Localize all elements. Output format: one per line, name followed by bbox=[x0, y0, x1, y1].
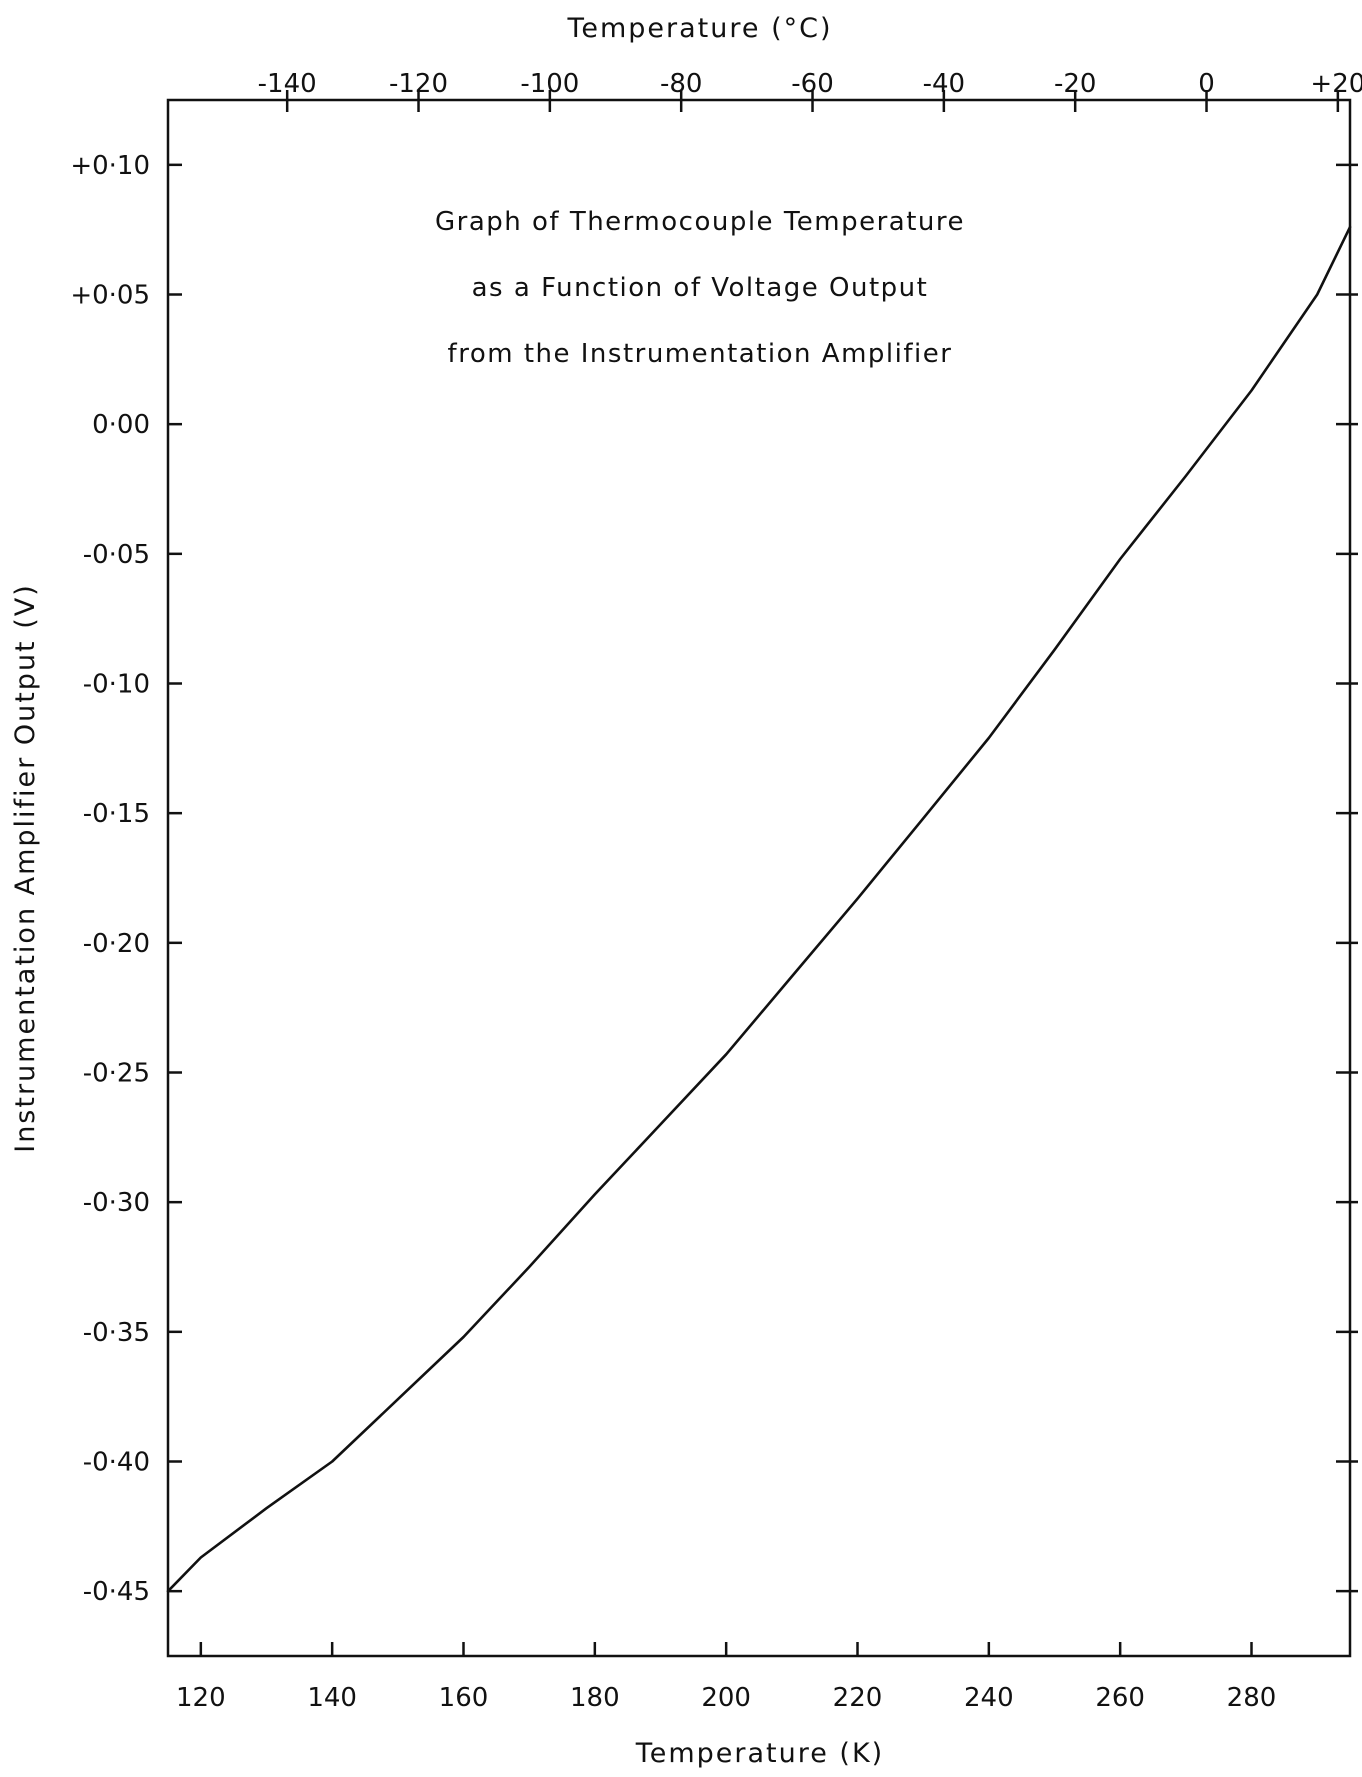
top-x-axis-title: Temperature (°C) bbox=[566, 13, 832, 44]
x-tick-label: 220 bbox=[833, 1683, 883, 1713]
y-tick-label: -0·20 bbox=[83, 929, 150, 959]
series-line-0 bbox=[166, 225, 1352, 1593]
x-tick-label: 140 bbox=[307, 1683, 357, 1713]
x-tick-label: 120 bbox=[176, 1683, 226, 1713]
y-tick-label: -0·45 bbox=[83, 1577, 150, 1607]
top-x-tick-label: -80 bbox=[660, 69, 702, 99]
y-tick-label: -0·15 bbox=[83, 799, 150, 829]
y-axis-ticks: +0·10 +0·05 0·00 -0·05 -0·10 -0·15 -0·20 -0·25 -… bbox=[70, 151, 1358, 1607]
title-line-3: from the Instrumentation Amplifier bbox=[448, 339, 953, 369]
y-tick-label: 0·00 bbox=[92, 410, 150, 440]
top-x-tick-label: -140 bbox=[258, 69, 317, 99]
chart-title: Graph of Thermocouple Temperature as a F… bbox=[435, 207, 965, 369]
y-axis-title: Instrumentation Amplifier Output (V) bbox=[10, 583, 41, 1153]
x-axis-ticks: 120 140 160 180 200 220 240 260 280 bbox=[176, 1642, 1276, 1713]
series-layer bbox=[166, 225, 1352, 1593]
top-x-tick-label: -60 bbox=[791, 69, 833, 99]
y-tick-label: -0·30 bbox=[83, 1188, 150, 1218]
top-x-tick-label: -100 bbox=[520, 69, 579, 99]
y-tick-label: -0·05 bbox=[83, 540, 150, 570]
top-x-tick-label: 0 bbox=[1198, 69, 1215, 99]
top-x-tick-label: -40 bbox=[923, 69, 965, 99]
title-line-2: as a Function of Voltage Output bbox=[472, 273, 929, 303]
y-tick-label: +0·05 bbox=[70, 281, 150, 311]
y-tick-label: -0·10 bbox=[83, 670, 150, 700]
top-x-tick-label: +20 bbox=[1310, 69, 1362, 99]
y-tick-label: +0·10 bbox=[70, 151, 150, 181]
top-x-tick-label: -20 bbox=[1054, 69, 1096, 99]
x-tick-label: 260 bbox=[1095, 1683, 1145, 1713]
y-tick-label: -0·25 bbox=[83, 1059, 150, 1089]
x-tick-label: 200 bbox=[701, 1683, 751, 1713]
top-x-tick-label: -120 bbox=[389, 69, 448, 99]
title-line-1: Graph of Thermocouple Temperature bbox=[435, 207, 965, 237]
x-tick-label: 280 bbox=[1227, 1683, 1277, 1713]
x-tick-label: 180 bbox=[570, 1683, 620, 1713]
y-tick-label: -0·40 bbox=[83, 1448, 150, 1478]
x-axis-title: Temperature (K) bbox=[635, 1738, 884, 1769]
x-tick-label: 160 bbox=[439, 1683, 489, 1713]
x-tick-label: 240 bbox=[964, 1683, 1014, 1713]
top-x-axis-ticks: -140 -120 -100 -80 -60 -40 -20 0 +20 bbox=[258, 69, 1362, 112]
y-tick-label: -0·35 bbox=[83, 1318, 150, 1348]
plot-frame bbox=[166, 98, 1352, 1658]
